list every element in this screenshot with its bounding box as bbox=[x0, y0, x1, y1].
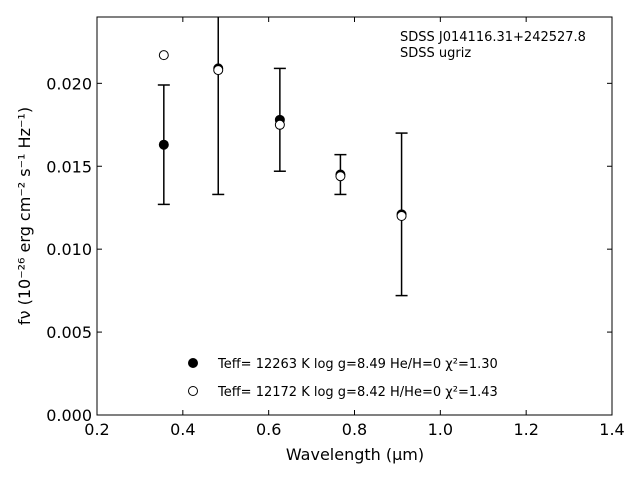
x-tick-label: 0.8 bbox=[342, 420, 367, 439]
y-tick-label: 0.015 bbox=[46, 157, 92, 176]
data-point-open bbox=[158, 50, 169, 61]
data-point-filled bbox=[158, 139, 169, 150]
legend: Teff= 12263 K log g=8.49 He/H=0 χ²=1.30 … bbox=[188, 357, 498, 400]
data-point-open bbox=[274, 119, 285, 130]
annotation-object-name: SDSS J014116.31+242527.8 bbox=[400, 30, 586, 45]
x-tick-label: 0.4 bbox=[170, 420, 195, 439]
data-point-open bbox=[213, 65, 224, 76]
x-tick-label: 0.6 bbox=[256, 420, 281, 439]
plot-area bbox=[157, 17, 408, 297]
x-axis-label: Wavelength (μm) bbox=[286, 445, 424, 464]
legend-entry-he-h: Teff= 12263 K log g=8.49 He/H=0 χ²=1.30 bbox=[217, 357, 498, 372]
x-tick-label: 0.2 bbox=[84, 420, 109, 439]
data-point-open bbox=[335, 171, 346, 182]
x-tick-label: 1.4 bbox=[599, 420, 624, 439]
x-tick-label: 1.0 bbox=[428, 420, 453, 439]
y-axis-label: fν (10⁻²⁶ erg cm⁻² s⁻¹ Hz⁻¹) bbox=[15, 107, 34, 325]
y-tick-label: 0.010 bbox=[46, 240, 92, 259]
y-tick-label: 0.000 bbox=[46, 406, 92, 425]
y-tick-label: 0.005 bbox=[46, 323, 92, 342]
legend-marker-filled bbox=[188, 358, 198, 368]
x-tick-label: 1.2 bbox=[513, 420, 538, 439]
y-tick-label: 0.020 bbox=[46, 74, 92, 93]
plot-frame bbox=[96, 16, 613, 416]
x-axis: 0.2 0.4 0.6 0.8 1.0 1.2 1.4 bbox=[84, 17, 625, 439]
legend-entry-h-he: Teff= 12172 K log g=8.42 H/He=0 χ²=1.43 bbox=[217, 385, 498, 400]
annotation-survey: SDSS ugriz bbox=[400, 46, 471, 61]
y-axis: 0.000 0.005 0.010 0.015 0.020 bbox=[46, 74, 612, 425]
data-point-open bbox=[396, 211, 407, 221]
legend-marker-open bbox=[188, 386, 198, 396]
